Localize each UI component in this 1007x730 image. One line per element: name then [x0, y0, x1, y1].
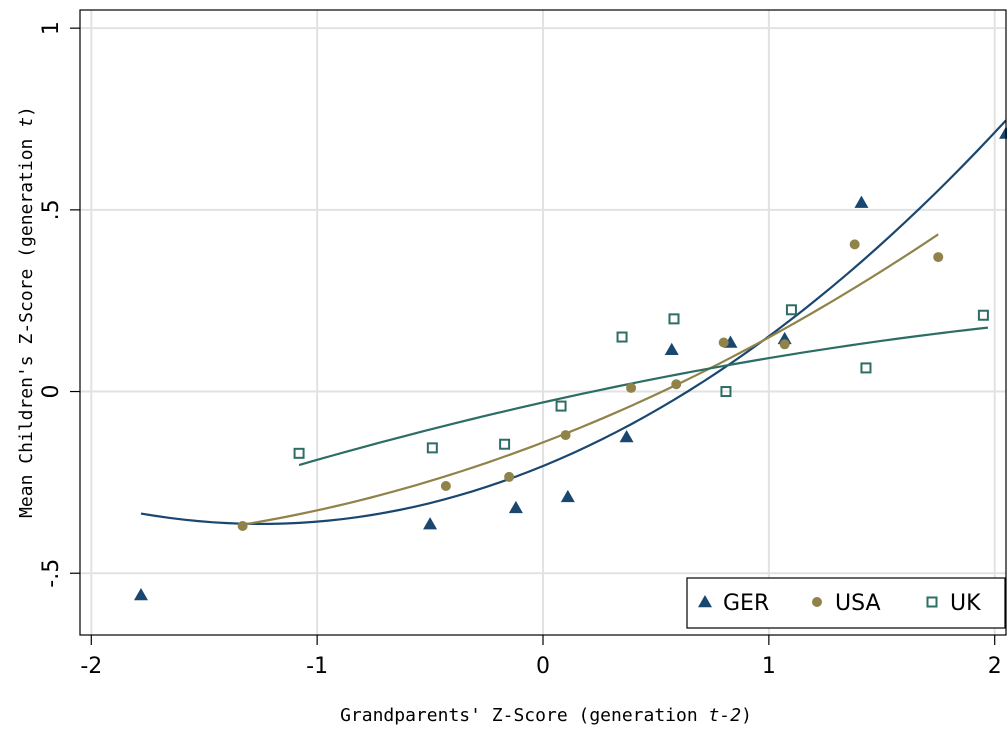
legend-marker-uk: [926, 596, 938, 608]
point-uk: [293, 447, 305, 459]
fit-line-uk: [298, 326, 989, 467]
y-tick-label: .5: [39, 199, 64, 220]
point-uk: [785, 304, 797, 316]
axis-title-italic: t: [16, 117, 37, 128]
legend-marker-usa: [812, 597, 822, 607]
point-usa: [779, 339, 790, 350]
x-tick-label: 1: [762, 654, 776, 679]
legend-marker-ger: [698, 595, 712, 608]
point-uk: [555, 400, 567, 412]
point-ger: [664, 342, 679, 356]
point-ger: [133, 588, 148, 601]
point-ger: [854, 195, 869, 208]
data-points: [133, 126, 1007, 601]
point-usa: [440, 481, 451, 492]
point-usa: [718, 337, 729, 348]
x-axis-title: Grandparents' Z-Score (generation t-2): [340, 705, 752, 726]
legend-label-usa: USA: [835, 591, 881, 616]
legend: GER USA UK: [686, 577, 1006, 629]
legend-box: [686, 577, 1006, 629]
point-ger: [560, 489, 575, 503]
legend-label-uk: UK: [950, 591, 981, 616]
fit-lines: [140, 119, 1007, 526]
y-tick-label: 0: [39, 385, 64, 399]
fit-line-usa: [242, 233, 939, 526]
point-uk: [499, 438, 511, 450]
point-uk: [426, 442, 438, 454]
point-usa: [933, 252, 944, 263]
x-tick-label: 0: [536, 654, 550, 679]
x-tick-label: 2: [988, 654, 1002, 679]
axis-title-suffix: ): [741, 705, 752, 726]
y-tick-label: 1: [39, 21, 64, 35]
axis-title-italic: t-2: [709, 705, 742, 726]
point-uk: [720, 386, 732, 398]
point-usa: [504, 471, 515, 482]
point-usa: [849, 239, 860, 250]
fit-line-ger: [140, 119, 1007, 526]
point-ger: [423, 517, 438, 530]
gridlines: [80, 10, 1006, 635]
legend-label-ger: GER: [723, 591, 769, 616]
y-axis-title: Mean Children's Z-Score (generation t): [16, 106, 37, 518]
point-uk: [977, 309, 989, 321]
point-usa: [237, 520, 248, 531]
point-uk: [668, 313, 680, 325]
point-usa: [560, 430, 571, 441]
y-tick-label: -.5: [39, 559, 64, 588]
point-ger: [999, 126, 1007, 139]
axis-title-text: Mean Children's Z-Score (generation: [16, 128, 37, 518]
axis-title-text: Grandparents' Z-Score (generation: [340, 705, 708, 726]
x-axis: -2 -1 0 1 2: [80, 635, 1002, 679]
point-ger: [619, 429, 634, 443]
x-tick-label: -2: [80, 654, 102, 679]
point-usa: [626, 382, 637, 393]
point-uk: [860, 362, 872, 374]
point-ger: [508, 500, 523, 514]
axis-title-suffix: ): [16, 106, 37, 117]
point-usa: [671, 379, 682, 390]
y-axis: -.5 0 .5 1: [39, 21, 80, 588]
point-uk: [616, 331, 628, 343]
x-tick-label: -1: [306, 654, 328, 679]
